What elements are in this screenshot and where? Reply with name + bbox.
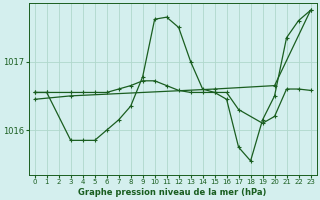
X-axis label: Graphe pression niveau de la mer (hPa): Graphe pression niveau de la mer (hPa) bbox=[78, 188, 267, 197]
